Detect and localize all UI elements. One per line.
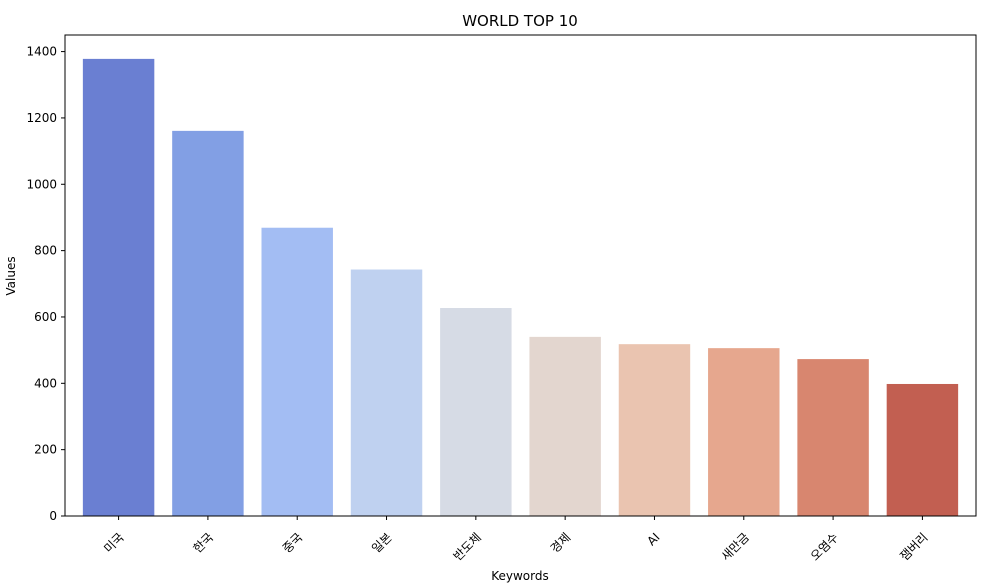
x-tick-label: 경제	[548, 530, 574, 556]
bar-8	[797, 359, 869, 516]
y-tick-label: 1200	[26, 111, 57, 125]
y-tick-label: 800	[34, 244, 57, 258]
chart-title: WORLD TOP 10	[462, 12, 578, 30]
bar-3	[350, 269, 423, 516]
x-tick-label: 중국	[280, 530, 306, 556]
y-tick-label: 0	[49, 509, 57, 523]
bar-1	[172, 130, 244, 516]
y-tick-label: 200	[34, 443, 57, 457]
plot-frame	[64, 34, 977, 517]
bar-9	[886, 383, 959, 516]
bar-2	[261, 227, 333, 516]
y-tick-label: 1400	[26, 45, 57, 59]
x-axis-ticks: 미국 한국 중국 일본 반도체 경제 AI 새만금 오염수 잼버리	[101, 516, 931, 564]
y-tick-label: 1000	[26, 177, 57, 191]
y-tick-label: 400	[34, 376, 57, 390]
y-axis-ticks: 0 200 400 600 800 1000 1200 1400	[26, 45, 65, 523]
x-tick-label: 새만금	[719, 530, 752, 563]
x-tick-label: AI	[644, 530, 662, 548]
bar-4	[440, 308, 512, 516]
bar-7	[708, 348, 780, 516]
x-tick-label: 한국	[191, 530, 217, 556]
bar-6	[618, 344, 691, 516]
bar-5	[529, 336, 601, 516]
x-tick-label: 잼버리	[897, 530, 930, 563]
x-tick-label: 미국	[101, 530, 127, 556]
x-tick-label: 반도체	[451, 530, 484, 563]
bar-0	[82, 58, 155, 517]
bars-group	[82, 58, 959, 517]
x-tick-label: 일본	[369, 530, 395, 556]
y-tick-label: 600	[34, 310, 57, 324]
x-axis-label: Keywords	[491, 569, 549, 583]
y-axis-label: Values	[4, 256, 18, 295]
x-tick-label: 오염수	[808, 530, 841, 563]
